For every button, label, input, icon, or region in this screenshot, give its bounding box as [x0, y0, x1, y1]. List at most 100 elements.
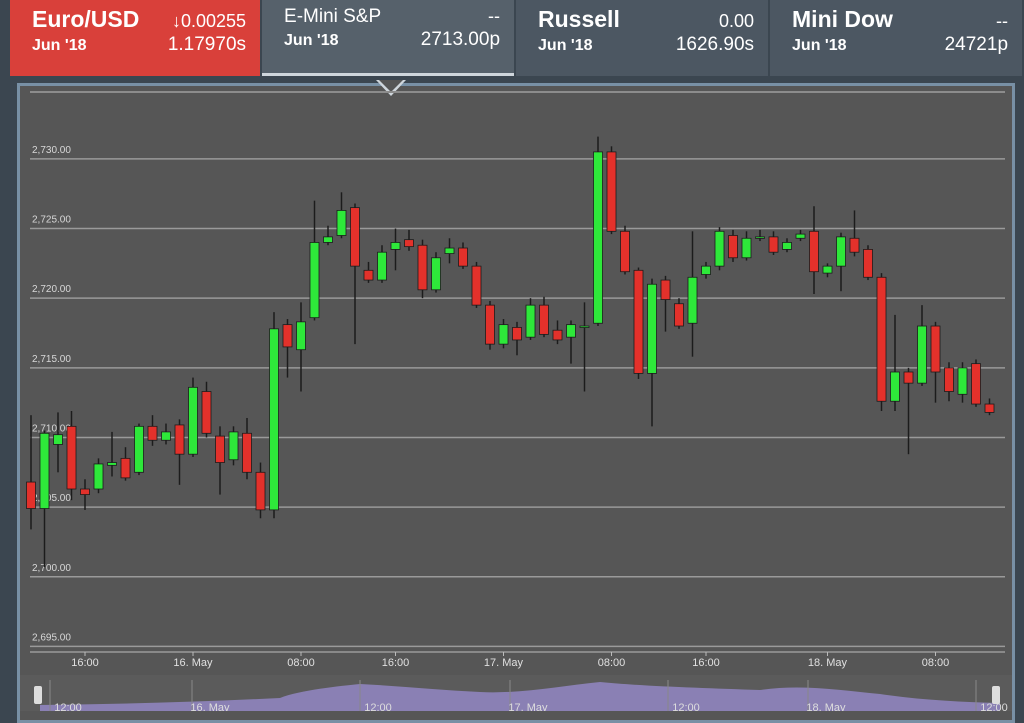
candle-body	[728, 235, 738, 259]
candle-body	[660, 279, 671, 300]
tab-contract: Jun '18	[538, 37, 593, 54]
candle-body	[836, 236, 846, 267]
candle-body	[782, 242, 792, 250]
navigator-label: 17. May	[508, 702, 548, 711]
candle-body	[39, 432, 50, 509]
tab-bar: Euro/USD ↓0.00255 Jun '18 1.17970s E-Mini …	[0, 0, 1024, 76]
tab[interactable]: Euro/USD ↓0.00255 Jun '18 1.17970s	[10, 0, 261, 76]
candle-body	[579, 325, 590, 328]
candle-body	[26, 481, 36, 509]
y-tick-label: 2,715.00	[32, 354, 71, 365]
candle-body	[296, 321, 306, 351]
y-tick-label: 2,730.00	[32, 145, 71, 156]
candle-body	[876, 276, 887, 402]
tab[interactable]: Mini Dow -- Jun '18 24721p	[770, 0, 1023, 76]
candle-body	[53, 434, 63, 445]
tab-name: Mini Dow	[792, 6, 893, 32]
candle-body	[336, 210, 347, 236]
candle-body	[917, 325, 927, 384]
candle-body	[593, 151, 603, 324]
candle-body	[971, 363, 981, 405]
candle-body	[269, 328, 279, 511]
candle-body	[687, 276, 698, 324]
candle-body	[606, 151, 617, 232]
tab-price: 1626.90s	[675, 34, 755, 55]
navigator-label: 12:00	[980, 702, 1008, 711]
tab-contract: Jun '18	[792, 37, 847, 54]
candle-body	[242, 432, 252, 473]
tab-contract: Jun '18	[32, 37, 87, 54]
candle-body	[620, 230, 630, 273]
candle-body	[795, 233, 806, 239]
candle-body	[188, 386, 198, 455]
y-tick-label: 2,720.00	[32, 284, 71, 295]
tab-price: 1.17970s	[167, 34, 247, 55]
tab-price: 24721p	[944, 34, 1009, 55]
candle-body	[134, 425, 144, 473]
x-tick-label: 08:00	[287, 657, 315, 669]
candle-body	[444, 247, 455, 254]
tab-change: 0.00	[718, 11, 755, 31]
candle-body	[863, 249, 873, 278]
tab[interactable]: E-Mini S&P -- Jun '18 2713.00p	[262, 0, 515, 76]
y-tick-label: 2,725.00	[32, 215, 71, 226]
candle-body	[215, 435, 225, 463]
x-tick-label: 16:00	[692, 657, 720, 669]
candle-body	[701, 265, 711, 275]
candle-body	[350, 207, 360, 267]
tab-price: 2713.00p	[420, 29, 501, 50]
navigator-label: 12:00	[672, 702, 700, 711]
x-tick-label: 08:00	[922, 657, 950, 669]
navigator-label: 16. May	[190, 702, 230, 711]
candle-body	[485, 304, 495, 345]
tab-name: Euro/USD	[32, 6, 140, 32]
candle-body	[147, 425, 158, 441]
navigator-handle[interactable]	[992, 686, 1000, 704]
candle-body	[512, 327, 522, 341]
x-tick-label: 18. May	[808, 657, 848, 669]
candle-body	[93, 463, 104, 490]
y-tick-label: 2,695.00	[32, 632, 71, 643]
candle-body	[228, 431, 239, 461]
candle-body	[944, 367, 954, 392]
candle-body	[809, 230, 819, 273]
candle-body	[120, 457, 131, 479]
candle-body	[903, 371, 914, 384]
candle-body	[471, 265, 482, 306]
x-tick-label: 08:00	[598, 657, 626, 669]
candle-body	[957, 367, 968, 395]
candle-body	[174, 424, 185, 455]
candle-body	[741, 237, 752, 259]
candle-body	[282, 324, 293, 348]
candle-body	[633, 269, 644, 374]
candle-body	[930, 325, 941, 373]
navigator-handle[interactable]	[34, 686, 42, 704]
candle-body	[984, 403, 995, 413]
navigator-area	[40, 682, 1000, 711]
x-tick-label: 16:00	[382, 657, 410, 669]
candle-body	[66, 425, 77, 490]
candle-body	[552, 329, 563, 341]
candle-body	[674, 303, 684, 327]
candle-body	[525, 304, 536, 338]
navigator-label: 12:00	[364, 702, 392, 711]
candle-body	[417, 244, 428, 291]
tab-change: --	[488, 6, 501, 26]
candle-body	[390, 242, 401, 250]
candle-body	[363, 269, 374, 281]
candle-body	[849, 237, 860, 253]
candle-body	[80, 488, 90, 495]
candle-body	[323, 236, 333, 243]
candle-body	[161, 431, 171, 441]
candle-body	[107, 462, 117, 466]
candle-body	[458, 247, 468, 267]
tab-change: --	[996, 11, 1009, 31]
navigator-label: 12:00	[54, 702, 82, 711]
tab[interactable]: Russell 0.00 Jun '18 1626.90s	[516, 0, 769, 76]
candle-body	[539, 304, 549, 335]
navigator-label: 18. May	[806, 702, 846, 711]
tab-name: E-Mini S&P	[284, 6, 382, 27]
x-tick-label: 17. May	[484, 657, 524, 669]
candle-body	[309, 242, 320, 319]
